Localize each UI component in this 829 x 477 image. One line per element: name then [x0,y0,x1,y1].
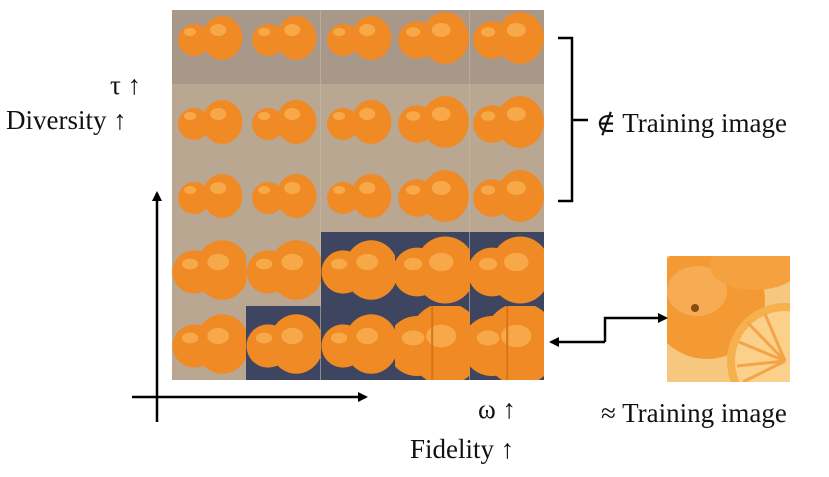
training-connector-arrow [549,313,668,347]
sample-image [246,10,321,84]
sample-image-grid [172,10,544,380]
diversity-label: Diversity ↑ [6,105,127,135]
omega-label: ω ↑ [478,394,517,424]
sample-image [320,306,396,380]
sample-image [172,158,247,232]
sample-image [246,158,321,232]
training-image-crop [667,256,790,382]
tau-label: τ ↑ [110,70,142,100]
sample-image [320,232,396,306]
sample-image [469,158,544,232]
sample-image [469,232,544,306]
sample-image [172,84,247,158]
sample-image [395,84,470,158]
sample-image [320,158,396,232]
diversity-bracket [558,36,588,203]
sample-image [172,306,247,380]
sample-image [320,10,396,84]
sample-image [395,158,470,232]
approx-training-image-label: ≈ Training image [601,398,787,428]
not-training-image-label: ∉ Training image [596,108,787,138]
sample-image [246,232,321,306]
sample-image [395,306,470,380]
sample-image [172,10,247,84]
sample-image [246,306,321,380]
sample-image [246,84,321,158]
sample-image [172,232,247,306]
sample-image [320,84,396,158]
sample-image [469,84,544,158]
sample-image [469,306,544,380]
sample-image [395,232,470,306]
sample-image [395,10,470,84]
sample-image [469,10,544,84]
fidelity-label: Fidelity ↑ [410,434,515,464]
